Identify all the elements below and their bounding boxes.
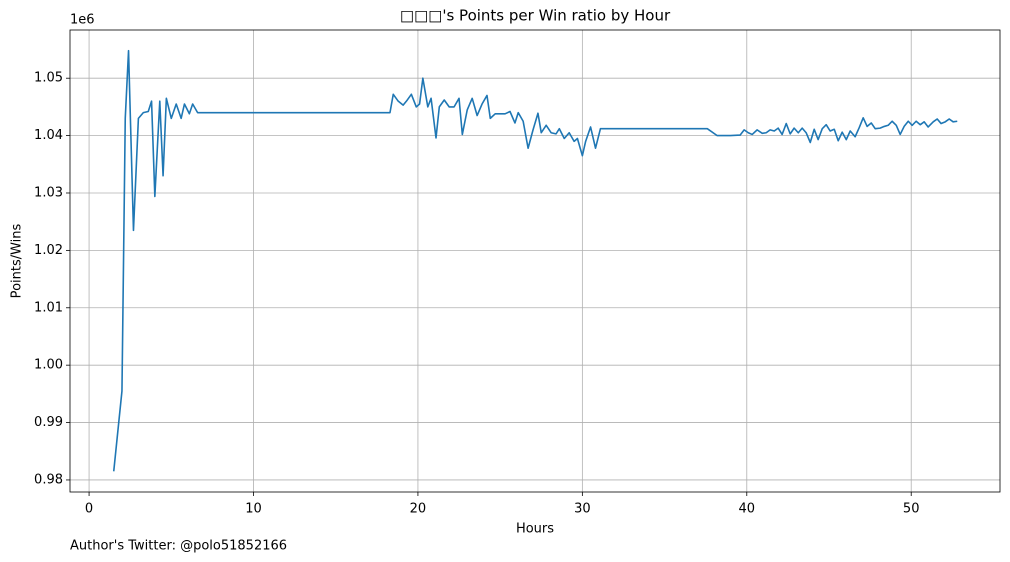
chart-title: □□□'s Points per Win ratio by Hour xyxy=(400,7,671,25)
plot-frame xyxy=(69,29,1001,493)
y-tick-label: 1.00 xyxy=(34,358,63,373)
x-tick-label: 40 xyxy=(739,502,756,517)
x-tick-label: 0 xyxy=(85,502,93,517)
y-axis-label: Points/Wins xyxy=(10,223,25,298)
y-tick-label: 1.02 xyxy=(34,243,63,258)
x-tick-label: 20 xyxy=(410,502,427,517)
y-tick-label: 0.98 xyxy=(34,472,63,487)
x-axis-label: Hours xyxy=(516,522,554,537)
x-tick-label: 10 xyxy=(245,502,262,517)
y-tick-label: 1.04 xyxy=(34,128,63,143)
x-tick-label: 50 xyxy=(903,502,920,517)
y-offset-label: 1e6 xyxy=(70,13,95,28)
footer: Author's Twitter: @polo51852166 xyxy=(70,539,287,554)
y-tick-label: 1.01 xyxy=(34,300,63,315)
y-tick-label: 1.03 xyxy=(34,185,63,200)
x-tick-label: 30 xyxy=(574,502,591,517)
y-tick-label: 0.99 xyxy=(34,415,63,430)
data-line xyxy=(112,49,958,472)
y-tick-label: 1.05 xyxy=(34,71,63,86)
